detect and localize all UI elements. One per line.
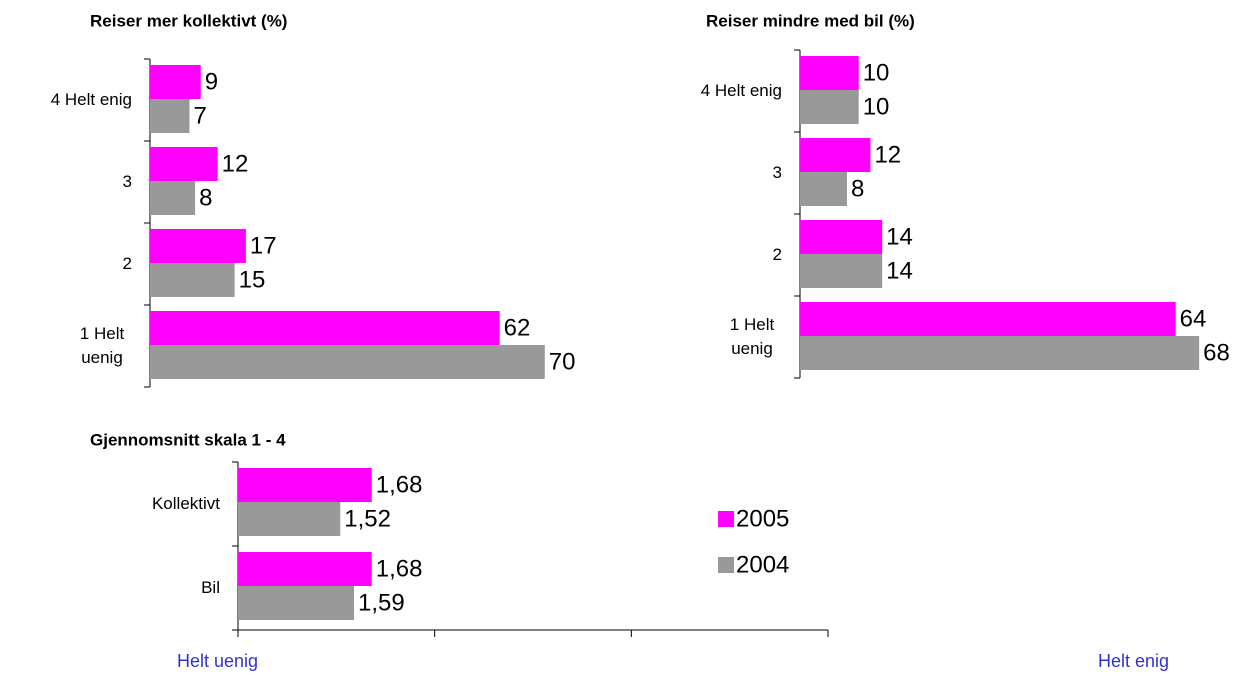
category-label-box: 1 Helt uenig xyxy=(0,296,782,378)
category-label-box: 4 Helt enig xyxy=(0,50,782,132)
bar xyxy=(238,586,355,620)
bar xyxy=(800,138,871,172)
category-label-box: 2 xyxy=(0,223,132,305)
value-label: 8 xyxy=(851,175,864,202)
bar xyxy=(800,90,859,124)
axis-annotation: Helt uenig xyxy=(177,651,258,671)
value-label: 14 xyxy=(886,223,913,250)
bar xyxy=(150,181,196,215)
value-label: 15 xyxy=(239,266,266,293)
value-label: 12 xyxy=(874,141,901,168)
value-label: 8 xyxy=(199,184,212,211)
value-label: 62 xyxy=(504,314,531,341)
value-label: 14 xyxy=(886,257,913,284)
value-label: 64 xyxy=(1180,305,1207,332)
legend-swatch xyxy=(718,511,734,527)
category-label: 1 Helt uenig xyxy=(79,324,125,367)
category-label-wrap: 4 Helt enig xyxy=(0,50,782,132)
bar xyxy=(150,263,235,297)
bar xyxy=(800,172,847,206)
bar xyxy=(800,254,883,288)
category-label: Bil xyxy=(201,578,220,597)
category-label-box: Kollektivt xyxy=(0,462,220,546)
value-label: 1,52 xyxy=(344,505,391,532)
category-label: 1 Helt uenig xyxy=(729,315,775,358)
bar xyxy=(150,311,500,345)
category-label-box: 3 xyxy=(0,132,782,214)
value-label: 10 xyxy=(863,93,890,120)
bar xyxy=(238,552,372,586)
legend-swatch xyxy=(718,557,734,573)
bar xyxy=(800,56,859,90)
category-label-wrap: 4 Helt enig xyxy=(0,59,132,141)
bar xyxy=(238,468,372,502)
bar xyxy=(150,229,246,263)
category-label: 4 Helt enig xyxy=(700,81,782,100)
bar xyxy=(800,336,1200,370)
value-label: 1,68 xyxy=(376,471,423,498)
value-label: 1,59 xyxy=(358,589,405,616)
value-label: 1,68 xyxy=(376,555,423,582)
legend-label: 2005 xyxy=(736,505,789,532)
category-label: 3 xyxy=(122,172,132,191)
value-label: 12 xyxy=(222,150,249,177)
value-label: 70 xyxy=(549,348,576,375)
category-label: 3 xyxy=(772,163,782,182)
category-label-wrap: 3 xyxy=(0,132,782,214)
value-label: 17 xyxy=(250,232,277,259)
category-label-wrap: 1 Helt uenig xyxy=(0,296,782,378)
category-label-wrap: 2 xyxy=(0,214,782,296)
category-label-wrap: Kollektivt xyxy=(0,462,220,546)
bar xyxy=(150,99,190,133)
category-label: 4 Helt enig xyxy=(50,90,132,109)
value-label: 9 xyxy=(205,68,218,95)
bar xyxy=(800,302,1176,336)
category-label: 2 xyxy=(772,245,782,264)
category-label-wrap: 1 Helt uenig xyxy=(0,305,132,387)
category-label-box: 2 xyxy=(0,214,782,296)
value-label: 68 xyxy=(1203,339,1230,366)
category-label-box: Bil xyxy=(0,546,220,630)
axis-annotation: Helt enig xyxy=(1098,651,1169,671)
category-label-box: 3 xyxy=(0,141,132,223)
category-label-wrap: 3 xyxy=(0,141,132,223)
chart-title: Reiser mindre med bil (%) xyxy=(706,11,915,30)
category-label: Kollektivt xyxy=(151,494,220,513)
category-label-wrap: 2 xyxy=(0,223,132,305)
value-label: 10 xyxy=(863,59,890,86)
category-label-box: 1 Helt uenig xyxy=(0,305,132,387)
chart-title: Reiser mer kollektivt (%) xyxy=(90,11,287,30)
chart-title: Gjennomsnitt skala 1 - 4 xyxy=(90,430,286,449)
bar xyxy=(150,147,218,181)
bar xyxy=(150,345,545,379)
bar xyxy=(800,220,883,254)
category-label-wrap: Bil xyxy=(0,546,220,630)
value-label: 7 xyxy=(193,102,206,129)
bar xyxy=(238,502,341,536)
legend-label: 2004 xyxy=(736,551,789,578)
category-label-box: 4 Helt enig xyxy=(0,59,132,141)
bar xyxy=(150,65,201,99)
category-label: 2 xyxy=(122,254,132,273)
